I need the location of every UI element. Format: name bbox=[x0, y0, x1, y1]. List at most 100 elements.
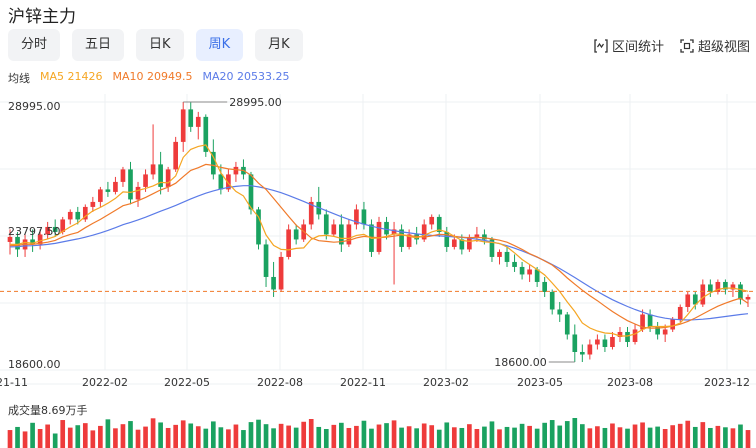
candle-body bbox=[150, 164, 156, 175]
volume-bar bbox=[595, 426, 600, 448]
kline-chart[interactable]: 28995.00 23797.50 18600.00 28995.00 18600… bbox=[0, 94, 756, 448]
page-title: 沪锌主力 bbox=[8, 7, 76, 27]
candle-body bbox=[444, 231, 450, 247]
candle-body bbox=[557, 309, 563, 315]
tab-weekly-k[interactable]: 周K bbox=[195, 29, 244, 61]
volume-bar bbox=[218, 427, 224, 448]
candle-body bbox=[278, 256, 284, 290]
candle-body bbox=[158, 164, 163, 187]
tab-monthly-k[interactable]: 月K bbox=[255, 29, 303, 61]
volume-bar bbox=[504, 426, 510, 448]
volume-bar bbox=[98, 425, 103, 448]
y-label-low: 18600.00 bbox=[8, 358, 61, 371]
candle-body bbox=[45, 226, 50, 235]
volume-bar bbox=[173, 424, 179, 448]
chart-tools: 区间统计 超级视图 bbox=[594, 36, 750, 55]
candle-body bbox=[662, 329, 668, 335]
ma20-line bbox=[9, 185, 749, 321]
volume-bar bbox=[52, 433, 58, 448]
volume-bar bbox=[647, 427, 653, 448]
candle-body bbox=[67, 211, 73, 220]
candle-body bbox=[610, 336, 615, 347]
candle-body bbox=[474, 234, 480, 237]
candle-body bbox=[203, 116, 209, 152]
candle-body bbox=[188, 109, 194, 127]
volume-bar bbox=[617, 427, 623, 448]
volume-bar bbox=[286, 425, 291, 448]
candle-body bbox=[708, 284, 713, 292]
ma5-line bbox=[10, 144, 749, 337]
volume-bar bbox=[195, 426, 201, 448]
candle-body bbox=[331, 224, 337, 235]
volume-bar bbox=[489, 421, 495, 448]
candle-body bbox=[105, 189, 111, 192]
tab-five-day[interactable]: 五日 bbox=[72, 29, 125, 61]
volume-bar bbox=[738, 424, 743, 448]
candle-body bbox=[354, 209, 359, 225]
candle-body bbox=[165, 169, 171, 187]
candle-body bbox=[90, 201, 96, 207]
super-view-button[interactable]: 超级视图 bbox=[680, 36, 750, 55]
volume-bar bbox=[474, 429, 480, 448]
candle-body bbox=[534, 269, 540, 282]
y-label-mid: 23797.50 bbox=[8, 225, 61, 238]
candle-body bbox=[323, 214, 329, 235]
tab-intraday[interactable]: 分时 bbox=[8, 29, 61, 61]
candle-body bbox=[421, 224, 427, 240]
volume-bar bbox=[369, 428, 374, 448]
x-axis-label: 21-11 bbox=[0, 376, 28, 389]
volume-bar bbox=[421, 423, 427, 448]
candle-body bbox=[339, 224, 344, 245]
volume-bar bbox=[451, 427, 457, 448]
volume-bar bbox=[113, 428, 118, 448]
candle-body bbox=[617, 331, 623, 337]
legend-ma10: MA10 20949.5 bbox=[112, 70, 193, 83]
x-axis-label: 2023-05 bbox=[517, 376, 563, 389]
candle-body bbox=[489, 239, 495, 257]
tab-daily-k[interactable]: 日K bbox=[136, 29, 184, 61]
volume-bar bbox=[339, 422, 344, 448]
volume-bar bbox=[67, 427, 73, 448]
volume-bar bbox=[248, 422, 254, 448]
candle-body bbox=[564, 314, 570, 335]
volume-bar bbox=[708, 427, 713, 448]
volume-bar bbox=[135, 429, 141, 448]
candle-body bbox=[451, 239, 457, 247]
volume-bar bbox=[143, 426, 148, 448]
candle-body bbox=[15, 236, 20, 250]
volume-bar bbox=[414, 428, 419, 448]
candle-body bbox=[625, 331, 630, 342]
ma-legend: 均线 MA5 21426 MA10 20949.5 MA20 20533.25 bbox=[8, 70, 290, 86]
volume-bar bbox=[655, 426, 660, 448]
volume-bar bbox=[323, 429, 329, 448]
candle-body bbox=[647, 314, 653, 327]
volume-bar bbox=[723, 427, 728, 448]
volume-bar bbox=[128, 421, 133, 448]
candle-body bbox=[519, 266, 525, 275]
candle-body bbox=[37, 234, 43, 245]
candle-body bbox=[497, 251, 502, 257]
legend-label: 均线 bbox=[8, 72, 30, 85]
candle-body bbox=[595, 339, 600, 345]
volume-bar bbox=[745, 430, 751, 448]
volume-bar bbox=[60, 420, 66, 448]
candle-body bbox=[210, 151, 216, 175]
candle-body bbox=[293, 229, 299, 240]
legend-ma20: MA20 20533.25 bbox=[202, 70, 290, 83]
candle-body bbox=[482, 234, 487, 240]
x-axis-label: 2022-05 bbox=[164, 376, 210, 389]
candle-body bbox=[723, 281, 728, 290]
grid-lines bbox=[0, 94, 756, 385]
candle-body bbox=[82, 206, 88, 220]
legend-ma5: MA5 21426 bbox=[40, 70, 103, 83]
volume-bar bbox=[37, 429, 43, 448]
extreme-markers: 28995.00 18600.00 bbox=[183, 96, 575, 369]
volume-bar bbox=[30, 422, 35, 448]
volume-bar bbox=[406, 426, 412, 448]
candle-body bbox=[504, 251, 510, 262]
volume-bar bbox=[301, 421, 307, 448]
x-axis-label: 2022-08 bbox=[257, 376, 303, 389]
candle-body bbox=[120, 169, 126, 182]
volume-bar bbox=[670, 425, 676, 448]
range-stats-button[interactable]: 区间统计 bbox=[594, 36, 664, 55]
